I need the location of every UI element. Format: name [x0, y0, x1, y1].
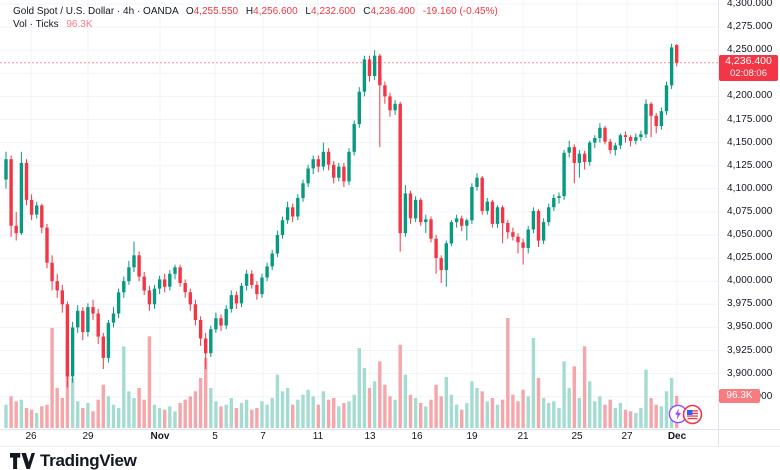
- change-value: -19.160 (-0.45%): [422, 6, 498, 17]
- price-axis-label: 4,075.000: [727, 206, 773, 217]
- price-axis-label: 4,100.000: [727, 183, 773, 194]
- price-axis-label: 3,950.000: [727, 321, 773, 332]
- current-price-badge: 4,236.400 02:08:06: [719, 55, 778, 81]
- price-axis-label: 3,975.000: [727, 298, 773, 309]
- price-axis-label: 4,175.000: [727, 114, 773, 125]
- price-axis-label: 4,000.000: [727, 275, 773, 286]
- time-axis-label: 27: [621, 431, 633, 442]
- current-price: 4,236.400: [725, 55, 772, 67]
- time-axis-label: 16: [411, 431, 423, 442]
- price-axis-label: 4,275.000: [727, 21, 773, 32]
- high-value: H4,256.600: [245, 6, 298, 17]
- price-axis-label: 4,300.000: [727, 0, 773, 9]
- price-axis-label: 3,900.000: [727, 368, 773, 379]
- price-axis-label: 4,150.000: [727, 137, 773, 148]
- current-volume-badge: 96.3K: [719, 389, 760, 403]
- time-axis-label: 21: [517, 431, 529, 442]
- legend-ohlc-row[interactable]: Gold Spot / U.S. Dollar · 4h · OANDA O4,…: [13, 5, 498, 18]
- event-markers: [666, 404, 706, 426]
- time-axis-label: 29: [82, 431, 94, 442]
- time-axis-label: 13: [364, 431, 376, 442]
- volume-indicator-label[interactable]: Vol · Ticks: [13, 19, 59, 30]
- close-value: C4,236.400: [363, 6, 415, 17]
- price-axis-label: 4,200.000: [727, 90, 773, 101]
- price-axis-separator: [718, 0, 719, 447]
- tradingview-logo-text: TradingView: [40, 451, 137, 470]
- low-value: L4,232.600: [305, 6, 356, 17]
- price-axis-label: 4,250.000: [727, 44, 773, 55]
- event-us-flag-icon[interactable]: [682, 404, 703, 425]
- time-axis-label: 11: [312, 431, 324, 442]
- price-axis-label: 3,925.000: [727, 345, 773, 356]
- time-axis-separator: [0, 429, 780, 430]
- time-axis-label: 7: [260, 431, 266, 442]
- volume-value: 96.3K: [66, 19, 93, 30]
- time-axis-label: Nov: [150, 431, 170, 442]
- tradingview-logo[interactable]: TradingView: [10, 451, 137, 470]
- chart-bottom-border: [0, 446, 780, 447]
- price-axis-label: 4,025.000: [727, 252, 773, 263]
- price-axis-label: 4,050.000: [727, 229, 773, 240]
- legend-volume-row[interactable]: Vol · Ticks 96.3K: [13, 18, 498, 31]
- time-axis-label: Dec: [667, 431, 687, 442]
- open-value: O4,255.550: [185, 6, 239, 17]
- tradingview-logo-icon: [10, 453, 35, 469]
- symbol-title[interactable]: Gold Spot / U.S. Dollar · 4h · OANDA: [13, 6, 179, 17]
- time-axis-label: 5: [212, 431, 218, 442]
- price-axis-label: 4,125.000: [727, 160, 773, 171]
- time-axis-label: 26: [25, 431, 37, 442]
- time-axis-label: 25: [571, 431, 583, 442]
- time-axis-label: 19: [466, 431, 478, 442]
- bar-countdown: 02:08:06: [730, 68, 767, 79]
- symbol-legend[interactable]: Gold Spot / U.S. Dollar · 4h · OANDA O4,…: [13, 5, 498, 31]
